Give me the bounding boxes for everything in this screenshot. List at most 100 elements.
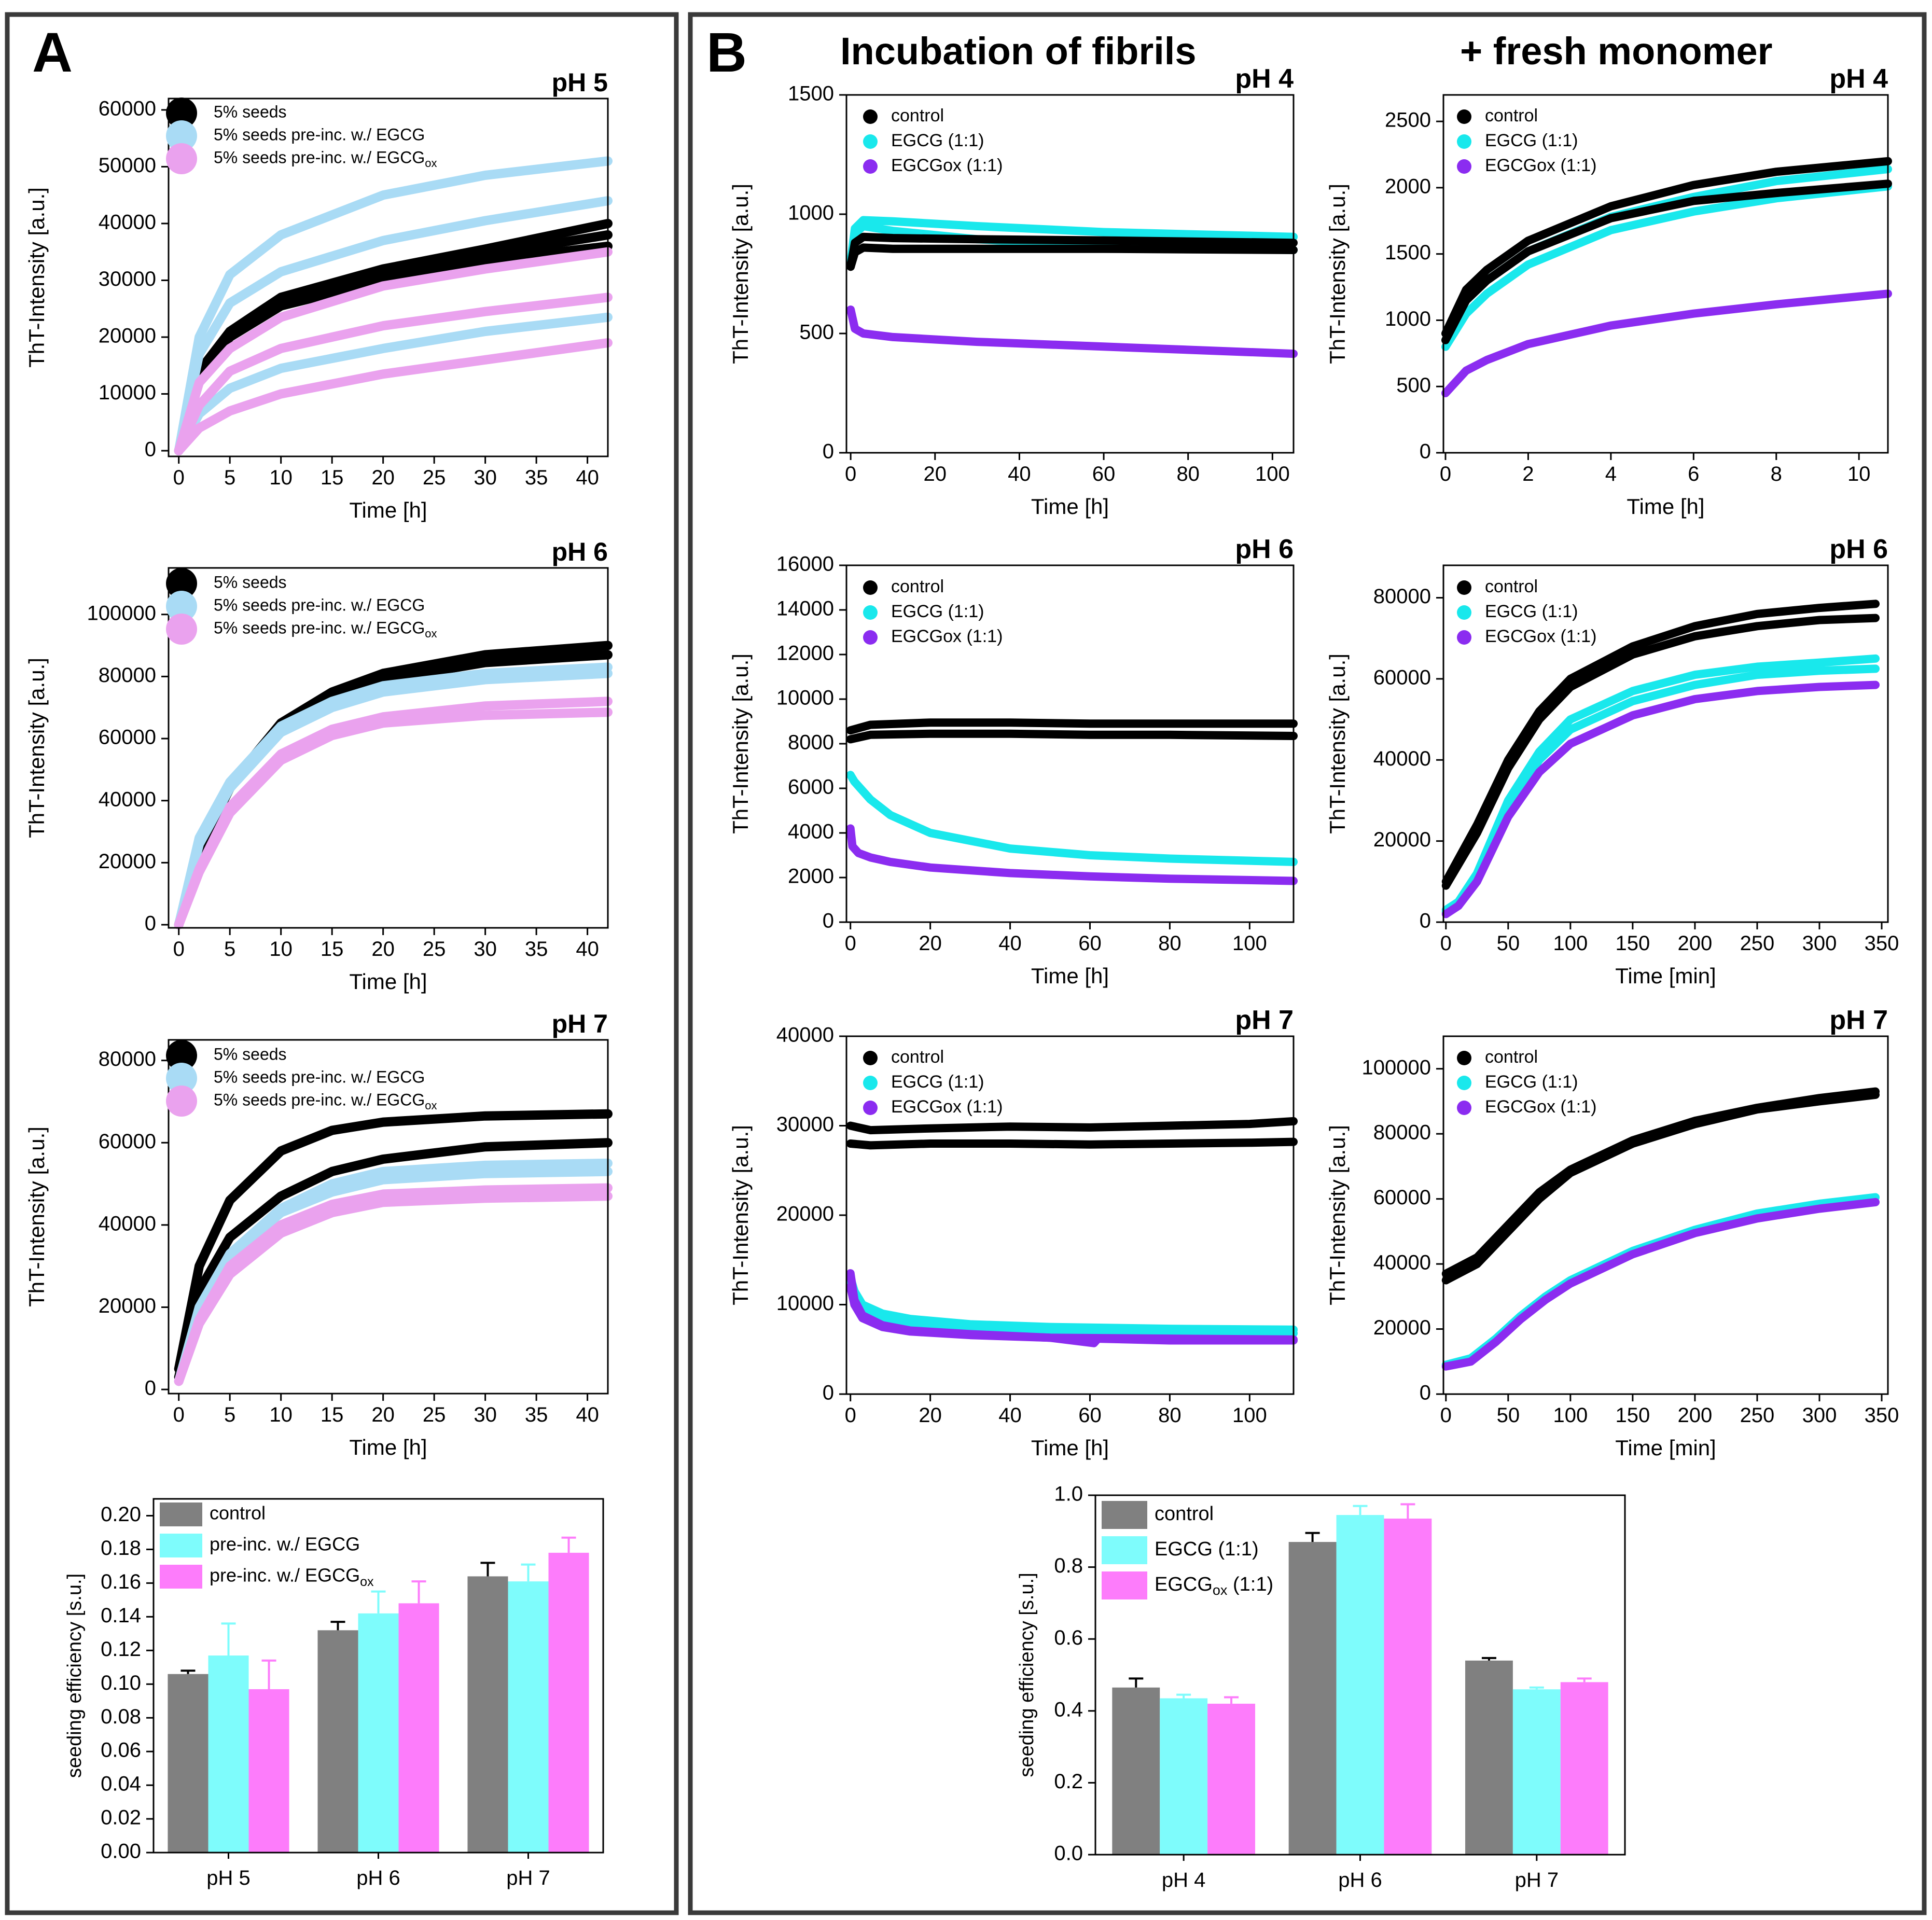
legend-label-2: EGCGox (1:1) — [1485, 156, 1596, 175]
y-tick-label: 60000 — [99, 97, 156, 120]
x-tick-label: 200 — [1678, 932, 1713, 955]
legend-marker-0 — [166, 98, 197, 129]
x-axis-label: Time [h] — [1031, 1436, 1109, 1460]
chart-B_mono_pH6: 0 50 100 150 200 250 300 350 0 20000 40000 60000 800… — [1325, 534, 1899, 988]
y-tick-label: 0.04 — [101, 1773, 141, 1796]
series-line-1 — [846, 729, 1298, 744]
x-tick-label: 250 — [1740, 1404, 1775, 1427]
column-title-fresh-monomer: + fresh monomer — [1460, 30, 1772, 73]
y-tick-label: 10000 — [776, 687, 834, 709]
x-tick-label: 200 — [1678, 1404, 1713, 1427]
x-tick-label: 0 — [1440, 1404, 1452, 1427]
legend-marker-0 — [1457, 580, 1471, 595]
series-line-1 — [1441, 614, 1880, 890]
x-tick-label: 25 — [423, 466, 446, 489]
legend-label-1: 5% seeds pre-inc. w./ EGCG — [214, 1067, 425, 1086]
series-line-3 — [174, 156, 613, 455]
legend-label-0: control — [891, 1047, 944, 1067]
y-tick-label: 20000 — [776, 1203, 834, 1226]
legend-subscript: ox — [1213, 1582, 1228, 1598]
x-tick-label: 0 — [845, 932, 856, 955]
y-tick-label: 60000 — [99, 1130, 156, 1153]
x-tick-label: 35 — [525, 466, 548, 489]
x-tick-label: 30 — [474, 938, 497, 961]
plot-frame — [1442, 564, 1889, 923]
chart-title: pH 7 — [1235, 1005, 1294, 1035]
x-tick-label: 30 — [474, 1403, 497, 1426]
series-line-3 — [846, 243, 1298, 271]
legend-label-2: 5% seeds pre-inc. w./ EGCGox — [214, 148, 437, 169]
series-line-5 — [174, 707, 613, 929]
x-tick-label: 8 — [1771, 463, 1782, 485]
x-tick-label: 350 — [1865, 1404, 1899, 1427]
x-tick-label: 350 — [1865, 932, 1899, 955]
y-axis-label: seeding efficiency [s.u.] — [1016, 1573, 1038, 1777]
y-tick-label: 100000 — [1362, 1056, 1431, 1079]
x-axis-label: Time [h] — [349, 498, 427, 522]
y-tick-label: 60000 — [1373, 666, 1431, 689]
legend-marker-2 — [1457, 1101, 1471, 1115]
panel-b-label: B — [706, 21, 747, 84]
x-tick-label: 250 — [1740, 932, 1775, 955]
legend-label-2: EGCGox (1:1) — [891, 156, 1003, 175]
x-tick-label: 25 — [423, 938, 446, 961]
x-tick-label: 0 — [173, 1403, 185, 1426]
legend-subscript: ox — [360, 1575, 374, 1589]
legend-swatch-2 — [1102, 1571, 1147, 1599]
legend-marker-0 — [166, 568, 197, 599]
series-line-4 — [1441, 289, 1892, 397]
category-label: pH 6 — [1338, 1869, 1382, 1891]
y-tick-label: 0 — [823, 910, 834, 933]
y-tick-label: 0.14 — [101, 1604, 141, 1627]
legend-marker-1 — [166, 1063, 197, 1094]
y-tick-label: 0.18 — [101, 1537, 141, 1560]
legend-label-1: EGCG (1:1) — [1485, 131, 1578, 150]
legend-swatch-0 — [160, 1502, 202, 1526]
chart-B_fib_pH6: 0 20 40 60 80 100 0 2000 4000 6000 8000 10000 12000 1… — [728, 534, 1298, 988]
y-tick-label: 500 — [1396, 374, 1431, 397]
legend-marker-1 — [863, 134, 878, 149]
legend-label-0: control — [210, 1502, 266, 1524]
series-line-8 — [174, 338, 613, 455]
chart-title: pH 4 — [1829, 64, 1888, 94]
y-tick-label: 20000 — [1373, 1316, 1431, 1339]
legend-label-0: control — [1155, 1503, 1214, 1525]
chart-title: pH 6 — [1829, 534, 1888, 564]
series-line-2 — [846, 771, 1298, 866]
chart-title: pH 6 — [552, 537, 608, 566]
series-line-1 — [1441, 1090, 1880, 1285]
series-line-0 — [846, 718, 1298, 735]
y-axis-label: ThT-Intensity [a.u.] — [728, 653, 753, 834]
y-tick-label: 40000 — [99, 1212, 156, 1235]
y-tick-label: 0 — [823, 440, 834, 463]
x-tick-label: 100 — [1255, 463, 1290, 485]
x-tick-label: 40 — [998, 1404, 1022, 1427]
bar-1-2 — [1384, 1519, 1432, 1855]
legend-label-1: EGCG (1:1) — [891, 602, 984, 621]
plot-frame — [168, 98, 609, 457]
legend-subscript: ox — [425, 157, 437, 170]
x-tick-label: 100 — [1232, 1404, 1267, 1427]
chart-title: pH 5 — [552, 68, 608, 97]
x-tick-label: 20 — [371, 466, 395, 489]
x-tick-label: 100 — [1553, 1404, 1588, 1427]
y-tick-label: 30000 — [99, 268, 156, 290]
x-tick-label: 60 — [1078, 1404, 1102, 1427]
series-line-3 — [1441, 179, 1892, 344]
x-tick-label: 20 — [919, 932, 942, 955]
legend-label-1: EGCG (1:1) — [891, 1072, 984, 1092]
legend-label-0: 5% seeds — [214, 102, 287, 121]
legend-label-0: 5% seeds — [214, 1045, 287, 1063]
x-tick-label: 0 — [1440, 932, 1452, 955]
x-axis-label: Time [h] — [349, 969, 427, 994]
category-label: pH 4 — [1162, 1869, 1206, 1891]
series-line-6 — [174, 247, 613, 455]
legend-swatch-1 — [1102, 1536, 1147, 1564]
x-axis-label: Time [h] — [1627, 494, 1704, 519]
y-tick-label: 500 — [799, 321, 834, 344]
chart-title: pH 7 — [552, 1009, 608, 1038]
series-line-0 — [174, 1109, 613, 1374]
x-tick-label: 100 — [1553, 932, 1588, 955]
legend-marker-1 — [1457, 134, 1471, 149]
y-tick-label: 20000 — [1373, 828, 1431, 851]
